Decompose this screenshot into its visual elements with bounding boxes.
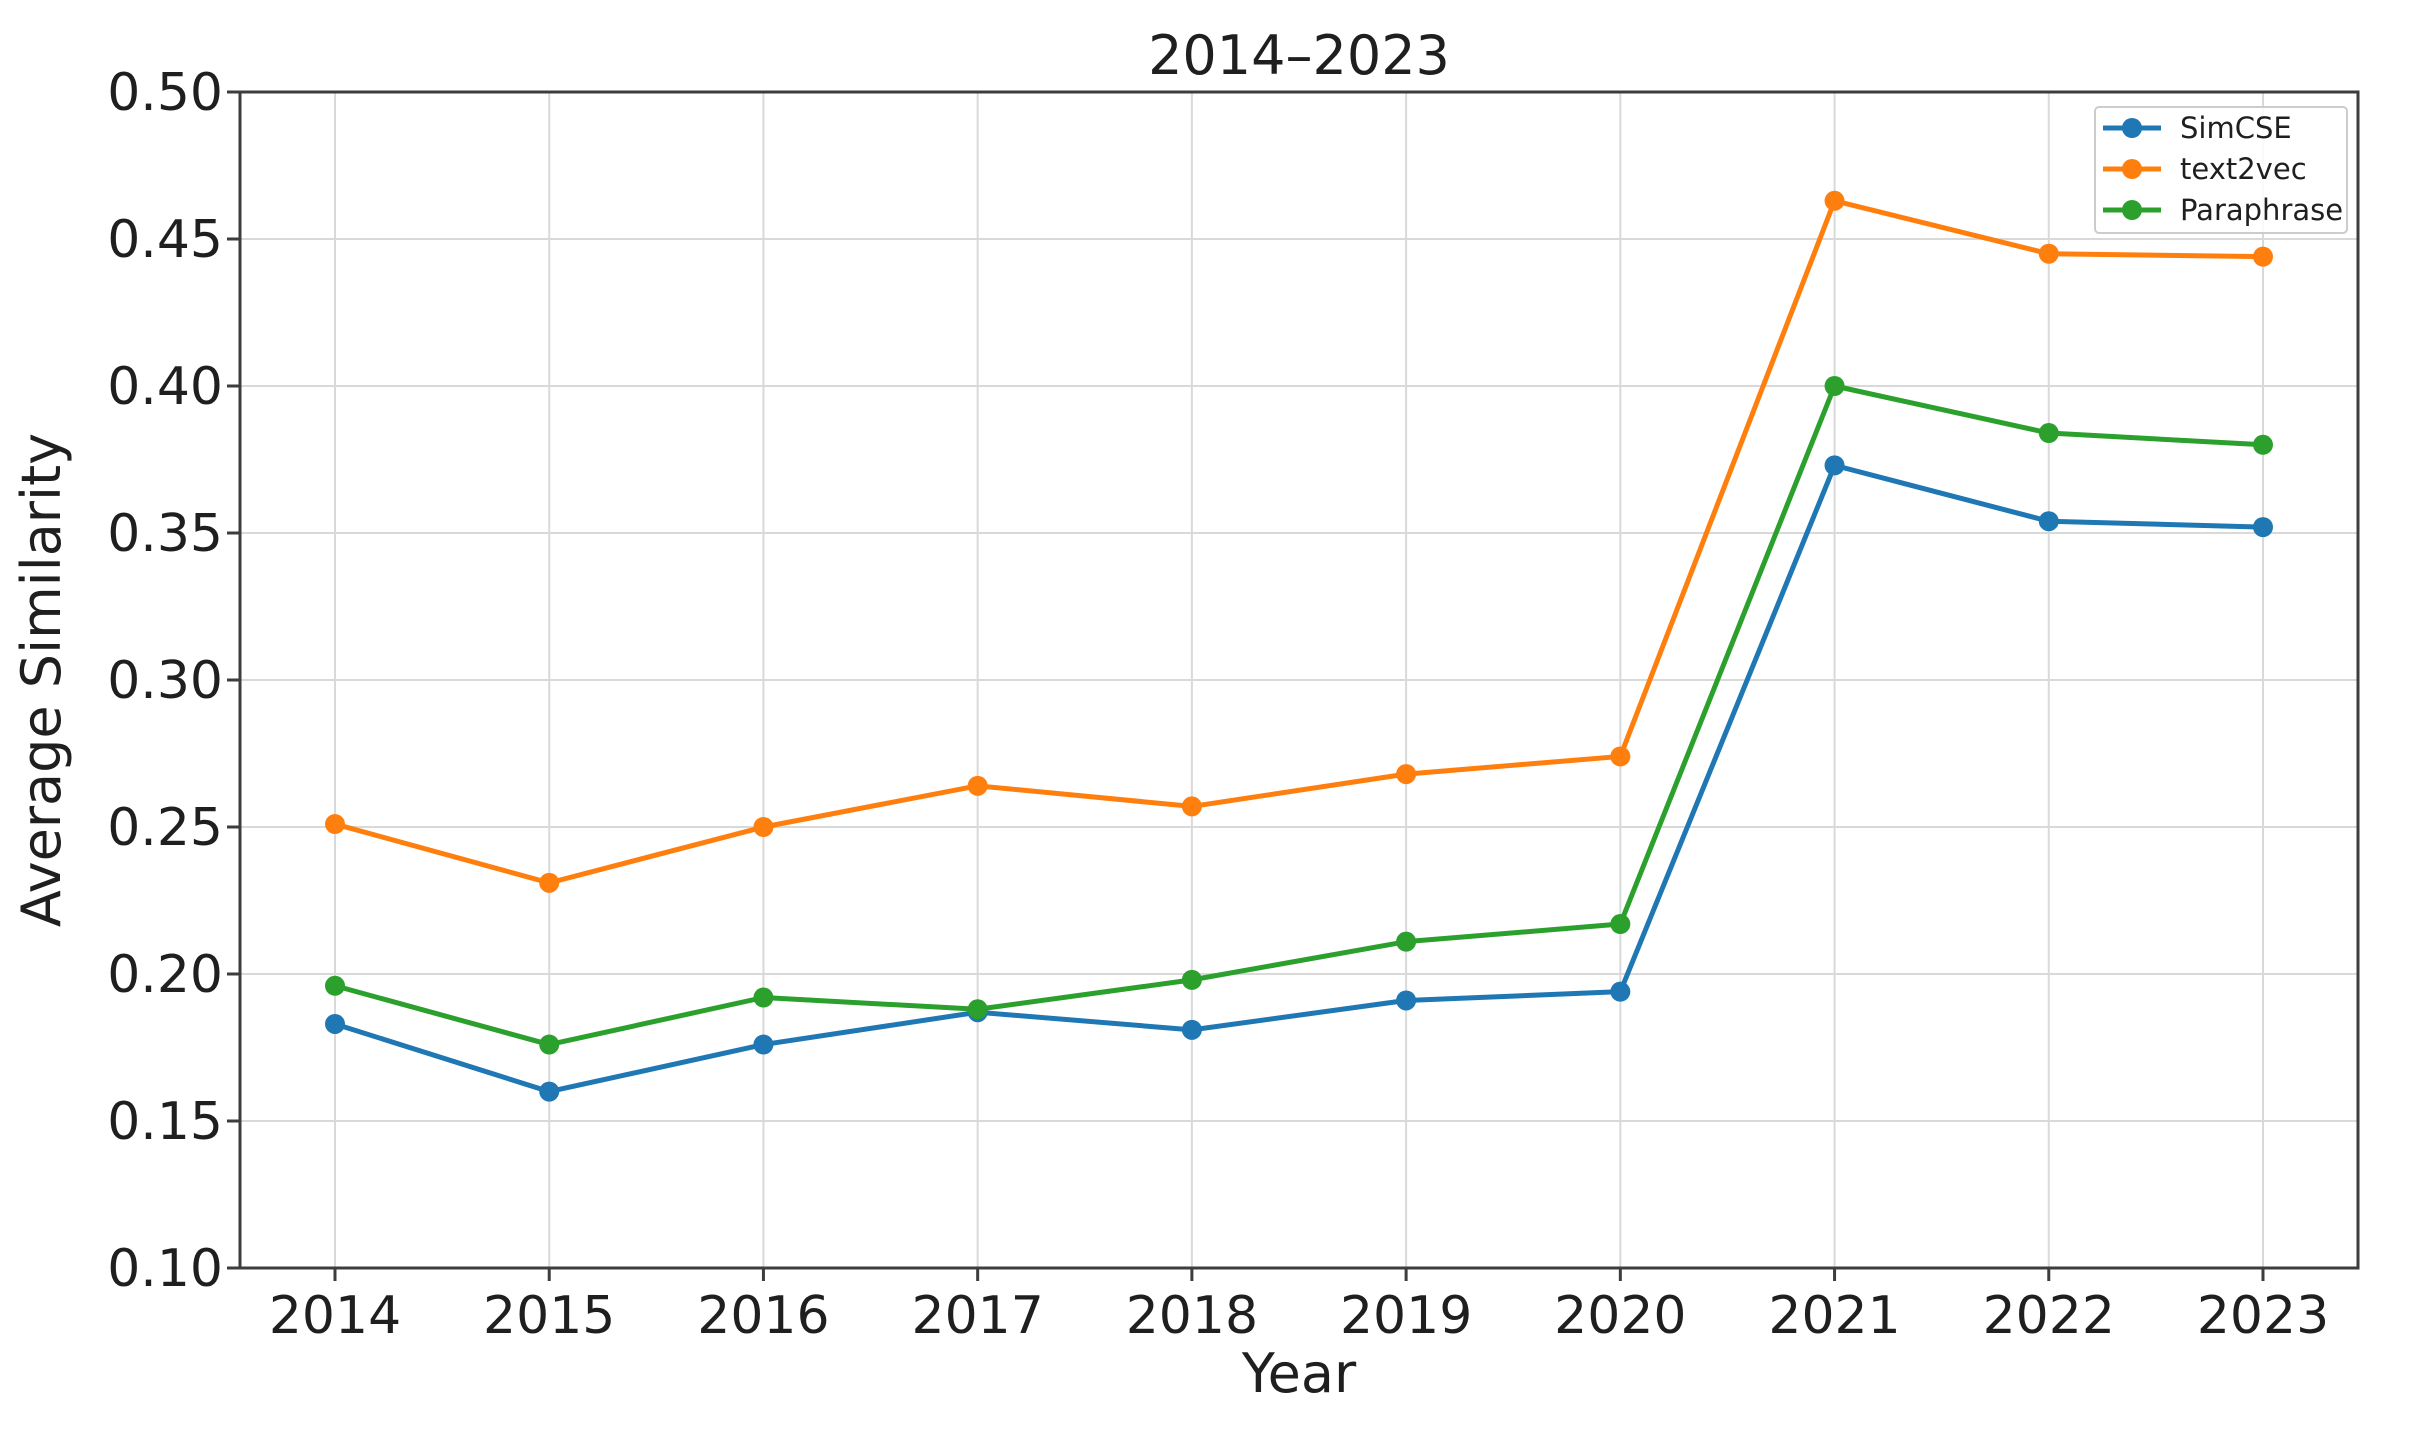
data-point	[1181, 796, 1202, 817]
y-tick-label: 0.35	[107, 504, 223, 564]
data-point	[1610, 746, 1631, 767]
legend-label: text2vec	[2180, 152, 2307, 186]
data-point	[2253, 434, 2273, 455]
series-paraphrase	[325, 376, 2273, 1055]
y-tick-label: 0.25	[107, 798, 223, 858]
data-point	[539, 872, 560, 893]
x-tick-label: 2014	[269, 1286, 401, 1346]
data-point	[2253, 517, 2273, 538]
data-point	[2038, 243, 2059, 264]
legend-marker-dot	[2122, 118, 2142, 138]
y-tick-label: 0.30	[107, 651, 223, 711]
legend-marker-dot	[2122, 159, 2142, 179]
legend-marker-dot	[2122, 200, 2142, 220]
data-point	[2253, 246, 2273, 267]
series-text2vec	[325, 190, 2273, 893]
series	[325, 190, 2273, 1102]
axes: 2014 2015 2016 2017 2018 2019 2020 2021 2022 2023…	[107, 63, 2360, 1346]
data-point	[753, 987, 774, 1008]
data-point	[1824, 376, 1845, 396]
x-tick-label: 2023	[2197, 1286, 2329, 1346]
data-point	[539, 1081, 560, 1102]
x-tick-label: 2020	[1554, 1286, 1686, 1346]
legend-box	[2094, 106, 2348, 234]
series-simcse	[325, 455, 2273, 1102]
legend-entry-simcse: SimCSE	[2103, 111, 2292, 145]
data-point	[2038, 423, 2059, 444]
legend-label: SimCSE	[2180, 111, 2292, 145]
y-axis-label: Average Similarity	[10, 433, 73, 927]
y-tick-label: 0.15	[107, 1092, 223, 1152]
legend-entry-paraphrase: Paraphrase	[2103, 193, 2343, 227]
data-point	[1824, 455, 1845, 476]
series-line	[332, 383, 2266, 1048]
y-tick-label: 0.20	[107, 945, 223, 1005]
legend-label: Paraphrase	[2180, 193, 2343, 227]
y-tick-label: 0.45	[107, 210, 223, 270]
data-point	[1824, 190, 1845, 211]
data-point	[325, 814, 345, 835]
data-point	[1396, 990, 1417, 1011]
data-point	[1181, 969, 1202, 990]
chart-title: 2014–2023	[1148, 24, 1450, 87]
data-point	[967, 999, 988, 1020]
data-point	[1610, 981, 1631, 1002]
data-point	[1396, 764, 1417, 785]
data-point	[967, 775, 988, 796]
data-point	[2038, 511, 2059, 532]
x-tick-label: 2015	[483, 1286, 615, 1346]
data-point	[1181, 1019, 1202, 1040]
x-axis-label: Year	[1241, 1342, 1357, 1405]
x-tick-label: 2021	[1768, 1286, 1900, 1346]
series-line	[332, 198, 2266, 886]
y-tick-label: 0.10	[107, 1239, 223, 1299]
y-tick-label: 0.50	[107, 63, 223, 123]
data-point	[325, 1013, 345, 1034]
x-tick-label: 2019	[1340, 1286, 1472, 1346]
y-tick-label: 0.40	[107, 357, 223, 417]
legend-entry-text2vec: text2vec	[2103, 152, 2307, 186]
x-tick-label: 2017	[911, 1286, 1043, 1346]
series-line	[332, 462, 2266, 1095]
data-point	[539, 1034, 560, 1055]
data-point	[753, 817, 774, 837]
data-point	[753, 1034, 774, 1055]
legend: SimCSE text2vec Paraphrase	[2094, 106, 2348, 234]
data-point	[1610, 914, 1631, 935]
x-tick-label: 2022	[1983, 1286, 2115, 1346]
x-tick-label: 2016	[697, 1286, 829, 1346]
x-tick-label: 2018	[1126, 1286, 1258, 1346]
data-point	[325, 975, 345, 996]
data-point	[1396, 931, 1417, 952]
